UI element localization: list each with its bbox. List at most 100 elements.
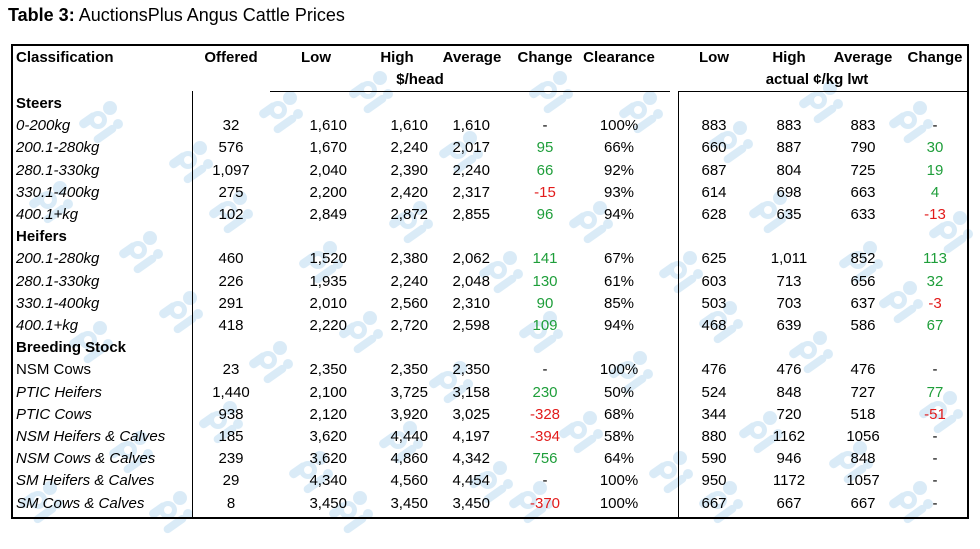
cell-average: 3,450: [452, 494, 490, 512]
cell-low: 2,120: [309, 405, 347, 423]
row-classification: 330.1-400kg: [16, 294, 100, 312]
cell-offered: 29: [222, 472, 240, 490]
cell-change-c: -: [932, 450, 938, 468]
cell-average: 4,342: [452, 450, 490, 468]
row-classification: 280.1-330kg: [16, 161, 100, 179]
cell-average-c: 663: [850, 183, 876, 201]
cell-average: 2,350: [452, 361, 490, 379]
cell-average: 2,240: [452, 161, 490, 179]
cell-low-c: 660: [701, 139, 727, 157]
row-classification: NSM Heifers & Calves: [16, 428, 166, 445]
cell-change: 130: [532, 272, 558, 290]
cell-average-c: 1056: [846, 428, 880, 445]
cell-low: 2,200: [309, 183, 347, 201]
cell-average-c: 656: [850, 272, 876, 290]
cell-change: -: [542, 472, 548, 490]
cell-average: 2,317: [452, 183, 490, 201]
cell-change: -370: [529, 494, 561, 512]
cell-low: 4,340: [309, 472, 347, 490]
cell-average: 4,197: [452, 428, 490, 445]
row-classification: PTIC Heifers: [16, 383, 102, 401]
cell-change: 109: [532, 317, 558, 334]
divider-clearance: [678, 91, 679, 518]
cell-clearance: 85%: [603, 294, 635, 312]
cell-clearance: 100%: [599, 472, 639, 490]
cell-low: 2,350: [309, 361, 347, 379]
cell-low: 2,010: [309, 294, 347, 312]
cell-change-c: 67: [926, 317, 944, 334]
cell-offered: 226: [218, 272, 244, 290]
cell-average-c: 848: [850, 450, 876, 468]
row-classification: 280.1-330kg: [16, 272, 100, 290]
cell-average-c: 852: [850, 250, 876, 268]
cell-high: 3,920: [390, 405, 428, 423]
row-classification: 200.1-280kg: [16, 250, 100, 268]
cell-offered: 23: [222, 361, 240, 379]
cell-low-c: 614: [701, 183, 727, 201]
caption-prefix: Table 3:: [8, 5, 75, 25]
cell-change-c: 77: [926, 383, 944, 401]
row-classification: 400.1+kg: [16, 317, 79, 334]
cell-high: 2,350: [390, 361, 428, 379]
cell-average: 4,454: [452, 472, 490, 490]
cell-average: 2,855: [452, 206, 490, 223]
cell-clearance: 100%: [599, 361, 639, 379]
cell-high-c: 883: [776, 117, 802, 135]
cell-low: 3,620: [309, 428, 347, 445]
cell-average: 2,598: [452, 317, 490, 334]
cell-high: 2,240: [390, 139, 428, 157]
cell-high: 2,380: [390, 250, 428, 268]
cell-high-c: 1172: [772, 472, 806, 490]
cell-change-c: -: [932, 494, 938, 512]
row-classification: SM Cows & Calves: [16, 494, 145, 512]
cell-high: 2,872: [390, 206, 428, 223]
cell-average-c: 790: [850, 139, 876, 157]
cell-low: 1,610: [309, 117, 347, 135]
cell-low-c: 344: [701, 405, 727, 423]
unit-dollars-head: $/head: [396, 71, 444, 88]
cell-average-c: 586: [850, 317, 876, 334]
row-classification: 0-200kg: [16, 117, 71, 135]
cell-clearance: 92%: [603, 161, 635, 179]
cell-low-c: 590: [701, 450, 727, 468]
header-clearance: Clearance: [583, 49, 655, 66]
cell-change: 230: [532, 383, 558, 401]
header-high: High: [380, 49, 414, 66]
cell-low-c: 468: [701, 317, 727, 334]
caption-title: AuctionsPlus Angus Cattle Prices: [78, 5, 345, 25]
cell-offered: 418: [218, 317, 244, 334]
cell-offered: 32: [222, 117, 240, 135]
cell-low-c: 603: [701, 272, 727, 290]
cell-low-c: 503: [701, 294, 727, 312]
cell-clearance: 93%: [603, 183, 635, 201]
cell-offered: 8: [226, 494, 236, 512]
cell-change: 95: [536, 139, 554, 157]
cell-change: 141: [532, 250, 558, 268]
cell-low-c: 476: [701, 361, 727, 379]
group-label: Steers: [16, 95, 62, 112]
cell-offered: 576: [218, 139, 244, 157]
cell-low: 2,040: [309, 161, 347, 179]
cell-low: 2,100: [309, 383, 347, 401]
cell-high: 2,720: [390, 317, 428, 334]
cell-low-c: 667: [701, 494, 727, 512]
cell-offered: 460: [218, 250, 244, 268]
cell-offered: 275: [218, 183, 244, 201]
cell-low: 1,935: [309, 272, 347, 290]
row-classification: 200.1-280kg: [16, 139, 100, 157]
rule-dollars-head: [270, 91, 670, 92]
cell-average: 3,025: [452, 405, 490, 423]
cell-high-c: 667: [776, 494, 802, 512]
cell-offered: 185: [218, 428, 244, 445]
cell-high-c: 635: [776, 206, 802, 223]
cell-average-c: 725: [850, 161, 876, 179]
cell-high: 2,560: [390, 294, 428, 312]
cell-high-c: 698: [776, 183, 802, 201]
cell-clearance: 64%: [603, 450, 635, 468]
cell-clearance: 66%: [603, 139, 635, 157]
cell-change-c: -3: [928, 294, 942, 312]
cell-change: 66: [536, 161, 554, 179]
cell-change: -: [542, 117, 548, 135]
cell-clearance: 100%: [599, 117, 639, 135]
cell-high: 4,440: [390, 428, 428, 445]
